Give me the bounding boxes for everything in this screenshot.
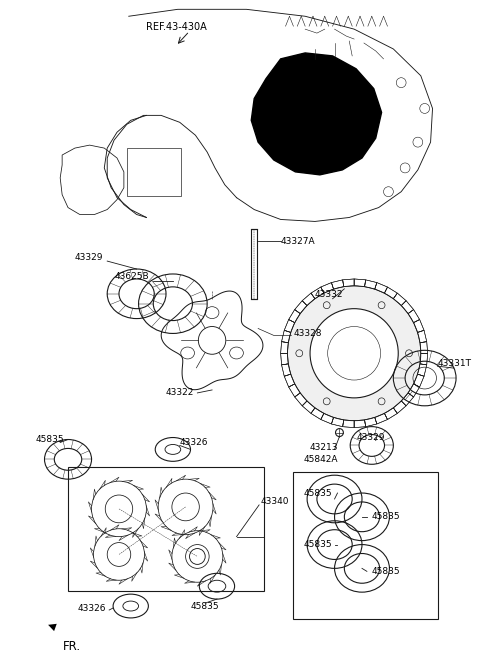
Text: 45835: 45835	[36, 435, 64, 444]
Text: 43213: 43213	[310, 443, 338, 452]
Text: 43326: 43326	[180, 438, 208, 447]
Text: 43332: 43332	[315, 290, 344, 300]
Text: 45842A: 45842A	[303, 455, 338, 464]
Text: 45835: 45835	[372, 567, 400, 576]
Bar	[68, 467, 264, 591]
Polygon shape	[251, 53, 382, 175]
Text: 43331T: 43331T	[437, 359, 471, 368]
Text: 45835: 45835	[303, 540, 332, 549]
Text: 43326: 43326	[78, 604, 107, 612]
Text: 43329: 43329	[356, 433, 384, 442]
Text: FR.: FR.	[63, 640, 81, 653]
Text: 45835: 45835	[191, 602, 219, 610]
Text: 43625B: 43625B	[114, 273, 149, 281]
Text: 43328: 43328	[293, 329, 322, 338]
Text: REF.43-430A: REF.43-430A	[146, 22, 207, 32]
Ellipse shape	[310, 309, 398, 398]
Bar	[293, 472, 438, 619]
Text: 43327A: 43327A	[281, 237, 315, 246]
Text: 45835: 45835	[372, 512, 400, 521]
Text: 43340: 43340	[261, 497, 289, 507]
Ellipse shape	[288, 286, 421, 420]
Text: 43322: 43322	[166, 388, 194, 397]
Text: 45835: 45835	[303, 489, 332, 497]
Text: 43329: 43329	[75, 253, 103, 261]
Bar	[251, 229, 257, 299]
Bar	[127, 148, 180, 196]
